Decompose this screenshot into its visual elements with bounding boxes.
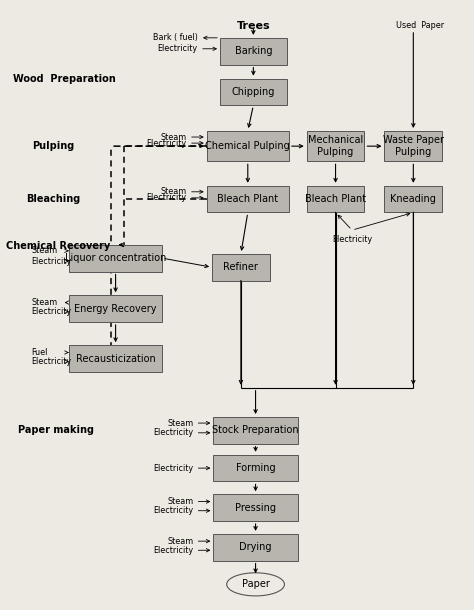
Text: Energy Recovery: Energy Recovery [74, 304, 157, 314]
Text: Bleaching: Bleaching [26, 194, 81, 204]
Text: Chipping: Chipping [232, 87, 275, 97]
Text: Chemical Pulping: Chemical Pulping [205, 141, 290, 151]
FancyBboxPatch shape [69, 295, 162, 322]
Text: Steam: Steam [31, 298, 57, 307]
FancyBboxPatch shape [207, 131, 289, 162]
FancyBboxPatch shape [307, 185, 365, 212]
Text: Trees: Trees [237, 21, 270, 31]
Text: Refiner: Refiner [223, 262, 258, 272]
Text: Electricity: Electricity [153, 506, 193, 515]
Text: Chemical Recovery: Chemical Recovery [6, 241, 110, 251]
FancyBboxPatch shape [384, 131, 442, 162]
Text: Steam: Steam [167, 537, 193, 545]
FancyBboxPatch shape [213, 494, 298, 521]
FancyBboxPatch shape [212, 254, 270, 281]
Text: Electricity: Electricity [31, 257, 71, 266]
Text: Electricity: Electricity [153, 546, 193, 554]
Text: Fuel: Fuel [31, 348, 47, 357]
Text: Paper making: Paper making [18, 425, 93, 436]
FancyBboxPatch shape [384, 185, 442, 212]
Text: Paper: Paper [242, 580, 270, 589]
Text: Electricity: Electricity [153, 464, 193, 473]
Text: Steam: Steam [167, 497, 193, 506]
Text: Electricity: Electricity [158, 45, 198, 53]
Text: Recausticization: Recausticization [76, 354, 155, 364]
Text: Wood  Preparation: Wood Preparation [13, 74, 116, 84]
FancyBboxPatch shape [69, 245, 162, 271]
Text: Electricity: Electricity [153, 428, 193, 437]
Text: Used  Paper: Used Paper [396, 21, 444, 29]
FancyBboxPatch shape [213, 534, 298, 561]
Text: Electricity: Electricity [146, 193, 187, 203]
FancyBboxPatch shape [213, 417, 298, 443]
Text: Electricity: Electricity [31, 357, 71, 366]
Text: Bleach Plant: Bleach Plant [305, 194, 366, 204]
FancyBboxPatch shape [307, 131, 365, 162]
Text: Drying: Drying [239, 542, 272, 552]
Text: Barking: Barking [235, 46, 272, 56]
Text: Liquor concentration: Liquor concentration [65, 253, 166, 263]
Text: Steam: Steam [31, 246, 57, 256]
FancyBboxPatch shape [69, 345, 162, 372]
Text: Steam: Steam [160, 132, 187, 142]
Text: Electricity: Electricity [31, 307, 71, 316]
FancyBboxPatch shape [207, 185, 289, 212]
Text: Pulping: Pulping [32, 141, 74, 151]
Text: Steam: Steam [160, 187, 187, 196]
Text: Electricity: Electricity [332, 235, 372, 244]
Text: Electricity: Electricity [146, 138, 187, 148]
Text: Stock Preparation: Stock Preparation [212, 425, 299, 436]
FancyBboxPatch shape [213, 454, 298, 481]
Text: Bark ( fuel): Bark ( fuel) [153, 34, 198, 42]
Text: Pressing: Pressing [235, 503, 276, 512]
FancyBboxPatch shape [220, 79, 287, 106]
Text: Waste Paper
Pulping: Waste Paper Pulping [383, 135, 444, 157]
Text: Forming: Forming [236, 463, 275, 473]
FancyBboxPatch shape [220, 38, 287, 65]
Text: Mechanical
Pulping: Mechanical Pulping [308, 135, 363, 157]
Text: Kneading: Kneading [391, 194, 436, 204]
Text: Steam: Steam [167, 418, 193, 428]
Text: Bleach Plant: Bleach Plant [217, 194, 278, 204]
